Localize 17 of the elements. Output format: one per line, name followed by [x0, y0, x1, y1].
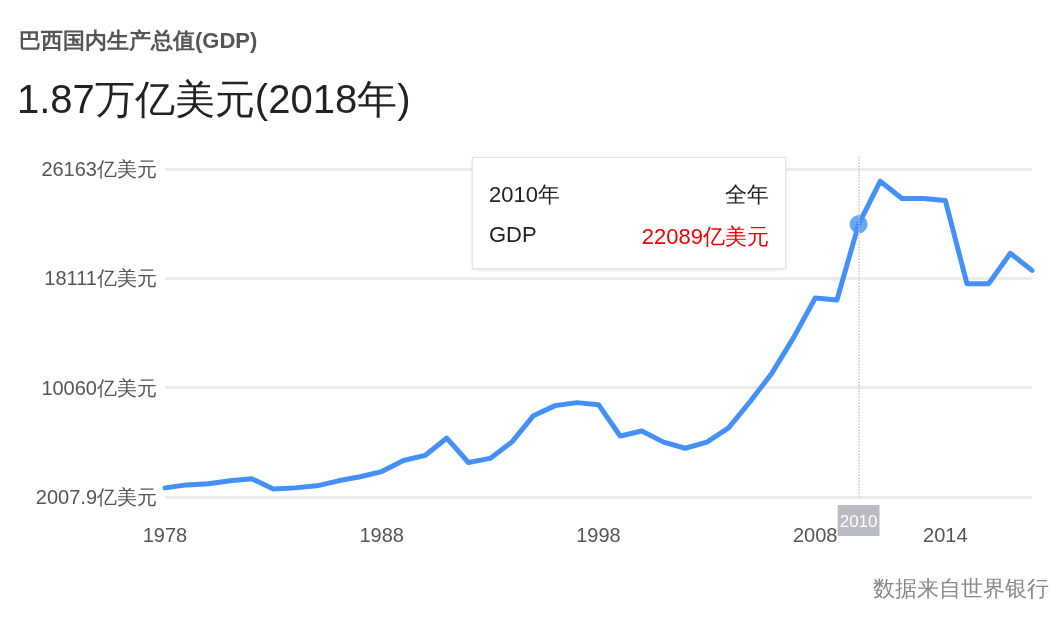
y-tick-label: 2007.9亿美元	[35, 486, 157, 508]
text: 数据来自世界银行	[873, 575, 1049, 603]
x-tick-label: 2014	[923, 524, 968, 546]
x-tick-label: 1988	[359, 524, 404, 546]
chart-title: 巴西国内生产总值(GDP)	[19, 27, 258, 53]
x-tick-label: 2008	[793, 524, 838, 546]
y-tick-label: 26163亿美元	[41, 158, 157, 181]
annotation: GDP	[489, 222, 537, 248]
chart-subtitle: 1.87万亿美元(2018年)	[17, 77, 411, 121]
y-tick-label: 18111亿美元	[44, 267, 157, 290]
annotation: 全年	[725, 181, 769, 209]
x-tick-label: 1978	[142, 524, 188, 546]
annotation: 2010年	[489, 181, 560, 209]
x-tick-label: 1998	[576, 524, 621, 546]
annotation: 22089亿美元	[641, 223, 769, 251]
ref-line-label: 2010	[839, 512, 878, 531]
y-tick-label: 10060亿美元	[41, 376, 157, 399]
